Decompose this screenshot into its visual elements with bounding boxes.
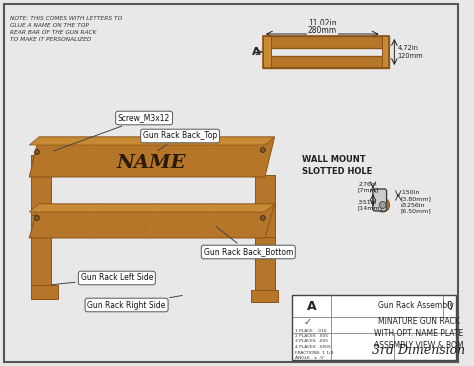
Bar (31, 285, 58, 299)
Polygon shape (29, 204, 274, 238)
Circle shape (376, 198, 390, 212)
Text: Ø.256in
[6.50mm]: Ø.256in [6.50mm] (400, 203, 431, 213)
Bar (292, 295, 456, 360)
Polygon shape (29, 137, 274, 177)
Text: Gun Rack Assembly: Gun Rack Assembly (378, 302, 454, 310)
Text: WALL MOUNT
SLOTTED HOLE: WALL MOUNT SLOTTED HOLE (302, 155, 372, 176)
Circle shape (379, 202, 386, 209)
Text: Gun Rack Back_Bottom: Gun Rack Back_Bottom (204, 227, 293, 257)
Text: MINATURE GUN RACK
WITH OPT. NAME PLATE
ASSEMBLY VIEW & BOM: MINATURE GUN RACK WITH OPT. NAME PLATE A… (374, 317, 464, 350)
Polygon shape (31, 155, 51, 175)
Text: A: A (252, 47, 260, 57)
Text: .551in
[14mm]: .551in [14mm] (357, 199, 383, 210)
Bar (263, 36, 271, 68)
Text: NAME: NAME (116, 154, 186, 172)
Text: 1 PLACE   .010
2 PLACES  .005
3 PLACES  .005
4 PLACES  .0005
FRACTIONS  1 1/4
AN: 1 PLACE .010 2 PLACES .005 3 PLACES .005… (295, 329, 333, 360)
Bar (31, 215, 51, 295)
Bar (263, 36, 390, 68)
Text: Screw_M3x12: Screw_M3x12 (53, 113, 170, 151)
Bar (255, 235, 274, 295)
Circle shape (35, 149, 39, 154)
Bar (263, 56, 390, 68)
Bar (31, 155, 51, 215)
Text: 0: 0 (447, 301, 453, 311)
Text: .276in
[7mm]: .276in [7mm] (357, 182, 378, 193)
Bar (251, 290, 279, 302)
FancyBboxPatch shape (373, 189, 387, 211)
Text: .150in
[3.80mm]: .150in [3.80mm] (400, 190, 431, 201)
Text: 4.72in
120mm: 4.72in 120mm (397, 45, 423, 59)
Text: A: A (307, 299, 317, 313)
Circle shape (261, 147, 265, 153)
Text: 280mm: 280mm (308, 26, 337, 35)
Text: Gun Rack Left Side: Gun Rack Left Side (52, 273, 153, 285)
Text: Gun Rack Right Side: Gun Rack Right Side (87, 295, 182, 310)
Text: NOTE: THIS COMES WITH LETTERS TO
GLUE A NAME ON THE TOP
REAR BAR OF THE GUN RACK: NOTE: THIS COMES WITH LETTERS TO GLUE A … (10, 16, 122, 42)
Circle shape (35, 216, 39, 220)
Bar (255, 175, 274, 237)
Text: ✓: ✓ (304, 317, 312, 327)
Polygon shape (29, 204, 274, 212)
Text: 3rd Dimension: 3rd Dimension (372, 344, 465, 357)
Circle shape (261, 216, 265, 220)
Bar (263, 36, 390, 48)
Polygon shape (29, 137, 274, 145)
Bar (382, 36, 390, 68)
Text: 11.02in: 11.02in (308, 19, 337, 28)
Text: Gun Rack Back_Top: Gun Rack Back_Top (143, 131, 217, 150)
